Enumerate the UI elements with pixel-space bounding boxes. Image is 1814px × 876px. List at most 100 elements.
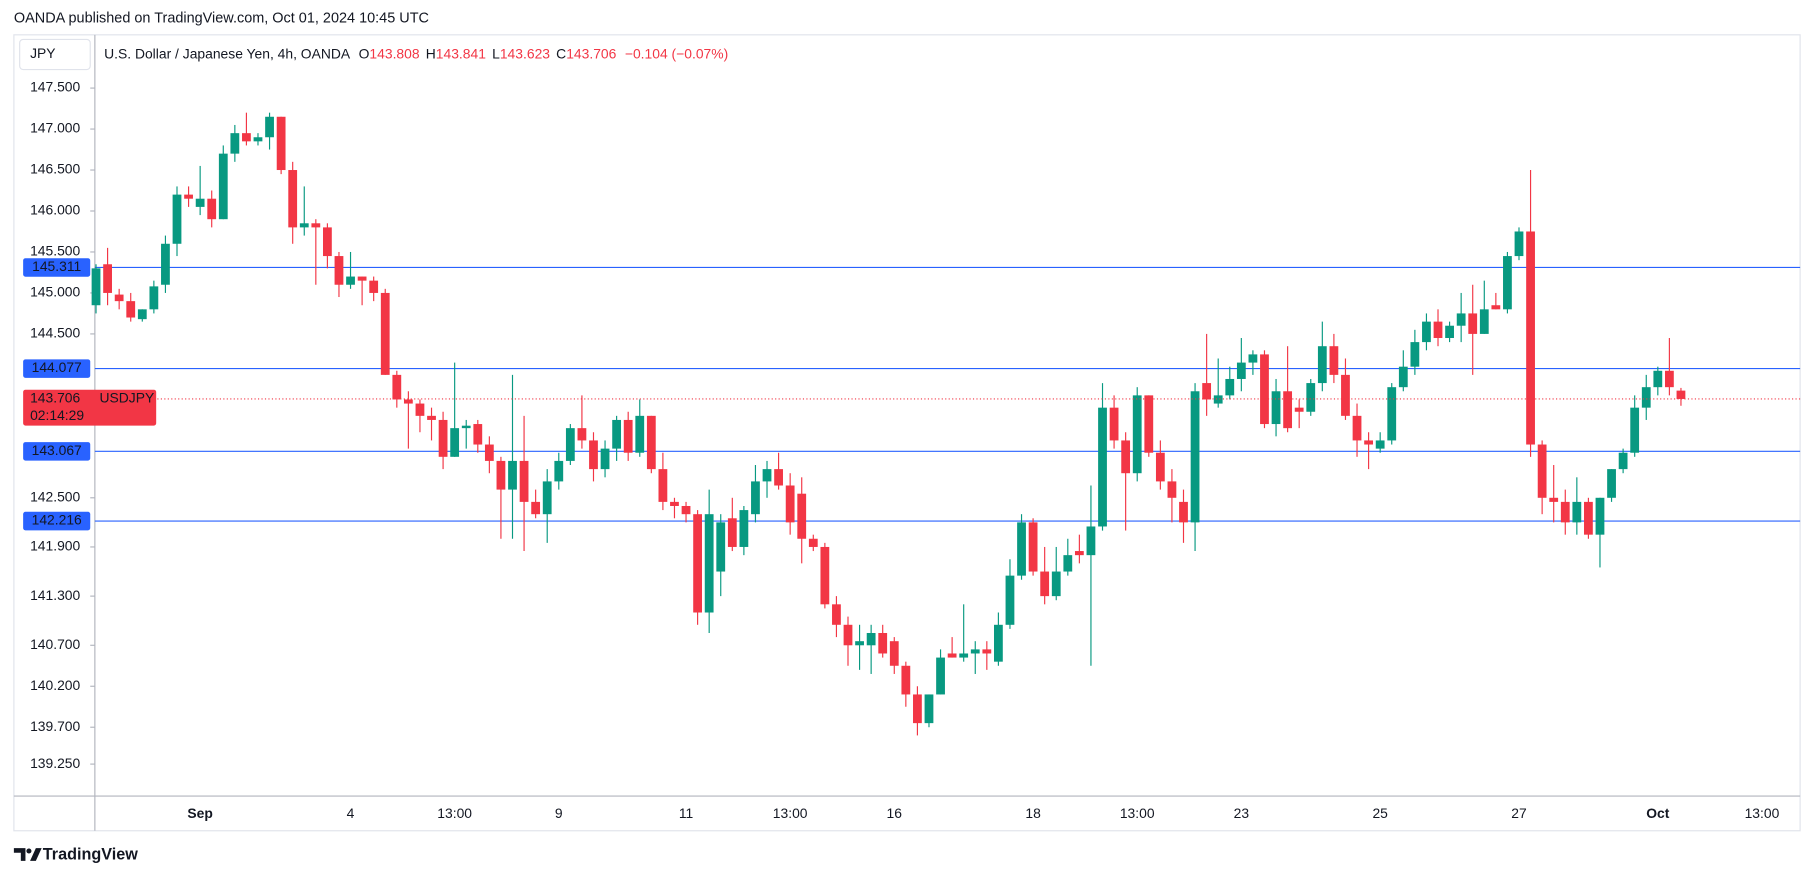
candle-body <box>1121 440 1131 474</box>
x-tick-label: 27 <box>1511 805 1527 821</box>
candle-body <box>970 649 980 654</box>
y-tick-label: 146.000 <box>30 202 80 218</box>
candle-body <box>346 276 355 285</box>
candle-body <box>693 514 702 613</box>
candle-body <box>1109 407 1119 441</box>
candle-body <box>600 448 610 470</box>
candle-body <box>959 653 969 658</box>
last-price-box <box>23 389 157 426</box>
candle-body <box>242 133 251 142</box>
candle-body <box>1283 391 1293 429</box>
candle-body <box>496 460 506 490</box>
candle-body <box>172 194 182 244</box>
publish-header: OANDA published on TradingView.com, Oct … <box>14 10 429 26</box>
x-tick-label: 9 <box>555 805 563 821</box>
candle-body <box>1017 522 1026 576</box>
candle-body <box>901 665 911 695</box>
legend-low: 143.623 <box>500 45 550 61</box>
candle-body <box>1144 395 1154 453</box>
candle-body <box>427 415 436 420</box>
candle-body <box>1572 501 1582 523</box>
candle-body <box>1317 346 1327 384</box>
candle-body <box>947 653 957 658</box>
candle-body <box>681 505 691 515</box>
level-label-box <box>23 359 91 378</box>
y-tick-label: 142.500 <box>30 488 80 504</box>
y-tick-label: 144.500 <box>30 325 80 341</box>
candle-body <box>1005 575 1015 625</box>
candle-body <box>1445 325 1454 339</box>
y-tick-label: 145.500 <box>30 243 80 259</box>
x-tick-label: 4 <box>347 805 355 821</box>
candle-body <box>508 460 517 490</box>
candle-body <box>658 469 668 502</box>
candle-body <box>1063 555 1073 572</box>
legend-title: U.S. Dollar / Japanese Yen, 4h, OANDA <box>104 45 351 61</box>
candle-body <box>1364 440 1373 445</box>
candle-body <box>1664 370 1674 388</box>
candle-body <box>288 170 298 228</box>
candle-body <box>635 415 645 453</box>
candle-body <box>1375 440 1385 449</box>
candle-body <box>1086 526 1096 556</box>
candle-body <box>1155 452 1165 482</box>
candle-body <box>1352 415 1362 441</box>
candle-body <box>1491 305 1501 310</box>
candle-body <box>1028 522 1038 572</box>
x-tick-label: 11 <box>679 805 694 821</box>
candle-body <box>1051 571 1061 597</box>
candle-body <box>1132 395 1142 474</box>
level-label-box <box>23 442 91 461</box>
candle-body <box>924 694 934 724</box>
candle-body <box>1641 387 1651 408</box>
candle-body <box>1479 309 1489 334</box>
x-tick-label: 13:00 <box>1745 805 1780 821</box>
level-label: 142.216 <box>32 512 82 528</box>
y-tick-label: 140.200 <box>30 677 80 693</box>
x-tick-label: 13:00 <box>437 805 472 821</box>
currency-box[interactable] <box>19 38 91 71</box>
candle-body <box>704 514 714 613</box>
candle-body <box>797 493 807 539</box>
candle-body <box>323 227 332 257</box>
candle-body <box>1236 362 1246 379</box>
y-tick-label: 139.700 <box>30 718 80 734</box>
chart-frame <box>13 34 1801 832</box>
y-tick-label: 141.300 <box>30 587 80 603</box>
candle-body <box>832 604 841 625</box>
candle-body <box>334 256 344 285</box>
candle-body <box>114 294 124 302</box>
x-tick-label: Oct <box>1646 805 1670 821</box>
level-label: 144.077 <box>32 359 82 375</box>
candle-body <box>1630 407 1640 453</box>
candle-body <box>820 546 830 605</box>
last-price-label: 143.706 <box>30 390 80 406</box>
candle-body <box>993 624 1003 662</box>
candle-body <box>1410 342 1420 367</box>
candle-body <box>265 116 274 138</box>
candle-body <box>670 501 679 506</box>
candle-body <box>1387 387 1397 441</box>
candle-body <box>774 469 783 486</box>
candle-body <box>1202 383 1212 400</box>
candle-body <box>126 301 136 318</box>
level-label: 145.311 <box>32 258 81 274</box>
y-tick-label: 139.250 <box>30 755 80 771</box>
x-tick-label: 13:00 <box>1120 805 1155 821</box>
candle-body <box>1167 481 1177 498</box>
candle-body <box>1618 452 1628 470</box>
candle-body <box>357 276 367 281</box>
candle-body <box>866 632 876 646</box>
candle-body <box>1549 497 1559 502</box>
candle-body <box>1526 231 1535 445</box>
candle-body <box>1595 497 1605 535</box>
candle-body <box>808 538 818 547</box>
x-tick-label: 16 <box>887 805 903 821</box>
candle-body <box>1503 256 1512 310</box>
y-tick-label: 140.700 <box>30 636 80 652</box>
candle-body <box>762 469 772 482</box>
x-tick-label: 13:00 <box>773 805 808 821</box>
candle-body <box>855 641 864 646</box>
legend-change: −0.104 (−0.07%) <box>625 45 728 61</box>
level-label-box <box>23 258 91 277</box>
